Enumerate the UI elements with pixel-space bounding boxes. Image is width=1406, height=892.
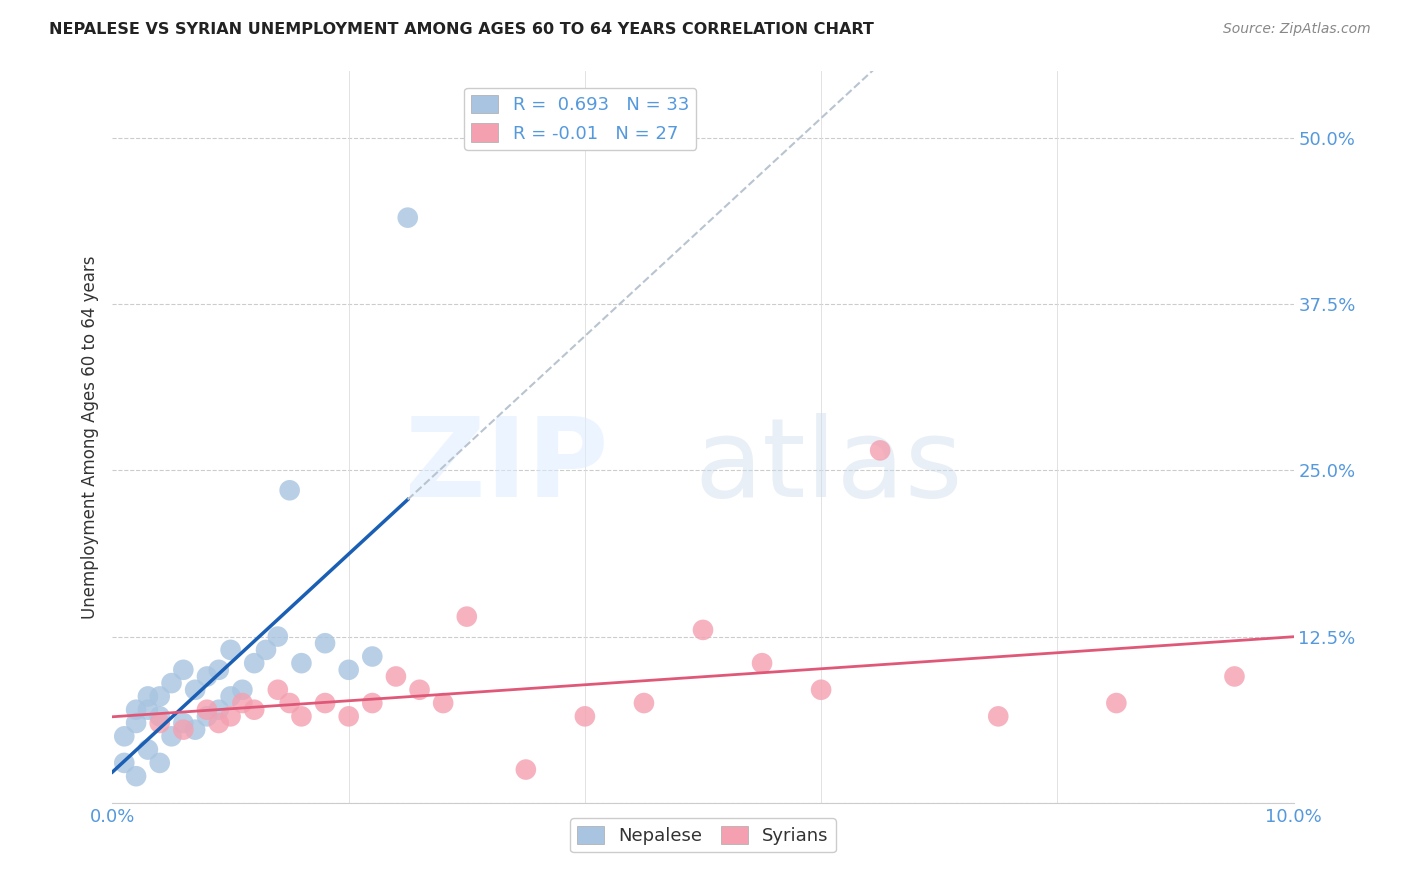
Point: [149, 716, 172, 731]
Point: [456, 609, 478, 624]
Point: [254, 643, 277, 657]
Point: [243, 656, 266, 670]
Point: [290, 709, 312, 723]
Point: [267, 630, 290, 644]
Point: [278, 696, 301, 710]
Point: [112, 756, 135, 770]
Point: [231, 682, 253, 697]
Text: NEPALESE VS SYRIAN UNEMPLOYMENT AMONG AGES 60 TO 64 YEARS CORRELATION CHART: NEPALESE VS SYRIAN UNEMPLOYMENT AMONG AG…: [49, 22, 875, 37]
Point: [219, 690, 242, 704]
Point: [208, 663, 231, 677]
Point: [125, 769, 148, 783]
Point: [1223, 669, 1246, 683]
Point: [337, 709, 360, 723]
Point: [172, 716, 194, 731]
Y-axis label: Unemployment Among Ages 60 to 64 years: Unemployment Among Ages 60 to 64 years: [80, 255, 98, 619]
Point: [149, 709, 172, 723]
Point: [195, 703, 218, 717]
Point: [136, 690, 159, 704]
Point: [751, 656, 773, 670]
Point: [160, 676, 183, 690]
Point: [160, 729, 183, 743]
Point: [869, 443, 891, 458]
Point: [219, 709, 242, 723]
Point: [396, 211, 419, 225]
Point: [184, 682, 207, 697]
Point: [385, 669, 408, 683]
Point: [195, 669, 218, 683]
Point: [231, 696, 253, 710]
Point: [125, 703, 148, 717]
Point: [361, 696, 384, 710]
Point: [208, 703, 231, 717]
Point: [987, 709, 1010, 723]
Point: [243, 703, 266, 717]
Point: [149, 756, 172, 770]
Text: ZIP: ZIP: [405, 413, 609, 520]
Point: [574, 709, 596, 723]
Point: [314, 636, 336, 650]
Point: [810, 682, 832, 697]
Point: [112, 729, 135, 743]
Text: atlas: atlas: [695, 413, 963, 520]
Point: [432, 696, 454, 710]
Legend: Nepalese, Syrians: Nepalese, Syrians: [569, 819, 837, 852]
Point: [633, 696, 655, 710]
Point: [184, 723, 207, 737]
Point: [278, 483, 301, 498]
Point: [314, 696, 336, 710]
Point: [136, 703, 159, 717]
Point: [195, 709, 218, 723]
Point: [267, 682, 290, 697]
Point: [172, 723, 194, 737]
Point: [149, 690, 172, 704]
Point: [337, 663, 360, 677]
Point: [125, 716, 148, 731]
Point: [692, 623, 714, 637]
Point: [219, 643, 242, 657]
Point: [172, 663, 194, 677]
Text: Source: ZipAtlas.com: Source: ZipAtlas.com: [1223, 22, 1371, 37]
Point: [408, 682, 430, 697]
Point: [290, 656, 312, 670]
Point: [361, 649, 384, 664]
Point: [208, 716, 231, 731]
Point: [515, 763, 537, 777]
Point: [1105, 696, 1128, 710]
Point: [136, 742, 159, 756]
